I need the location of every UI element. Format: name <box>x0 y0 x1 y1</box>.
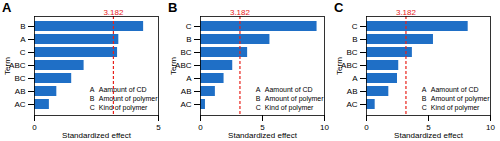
html-text:Aamount of CD: Aamount of CD <box>430 86 479 93</box>
html-text:B: B <box>255 95 261 102</box>
html-text:Kind of polymer: Kind of polymer <box>430 104 480 111</box>
svg-text:5: 5 <box>156 123 161 132</box>
html-text:B: B <box>421 95 427 102</box>
svg-text:Term: Term <box>335 57 344 75</box>
html-text:A: A <box>255 86 261 93</box>
html-text:C: C <box>89 104 95 111</box>
svg-text:0: 0 <box>198 123 203 132</box>
html-text:Aamount of CD: Aamount of CD <box>98 86 147 93</box>
svg-text:B: B <box>20 22 25 31</box>
svg-text:A: A <box>352 74 358 83</box>
svg-text:C: C <box>186 22 192 31</box>
html-text:A: A <box>2 0 12 15</box>
html-text:B: B <box>89 95 95 102</box>
svg-text:ABC: ABC <box>175 61 192 71</box>
svg-text:10: 10 <box>486 123 495 132</box>
svg-text:AC: AC <box>180 100 191 109</box>
html-text:C: C <box>255 104 261 111</box>
svg-text:BC: BC <box>180 48 191 57</box>
svg-text:BC: BC <box>346 48 357 57</box>
svg-text:10: 10 <box>320 123 329 132</box>
svg-text:3.182: 3.182 <box>103 8 124 17</box>
svg-text:Term: Term <box>3 57 12 75</box>
html-text:Amount of polymer: Amount of polymer <box>430 95 490 102</box>
svg-text:5: 5 <box>426 123 431 133</box>
svg-text:5: 5 <box>260 123 265 133</box>
svg-text:AC: AC <box>14 100 25 109</box>
html-text:B: B <box>168 0 178 15</box>
svg-text:ABC: ABC <box>9 61 26 71</box>
svg-text:AC: AC <box>346 100 357 109</box>
svg-text:A: A <box>20 35 26 44</box>
html-text:C: C <box>334 0 344 15</box>
svg-text:AB: AB <box>347 87 358 96</box>
html-text:Kind of polymer: Kind of polymer <box>264 104 314 111</box>
svg-text:Standardized effect: Standardized effect <box>228 131 298 140</box>
svg-text:BC: BC <box>14 74 25 83</box>
html-text:C: C <box>421 104 427 111</box>
html-text:Aamount of CD: Aamount of CD <box>264 86 313 93</box>
html-text:Amount of polymer: Amount of polymer <box>264 95 324 102</box>
svg-text:B: B <box>186 35 191 44</box>
svg-text:0: 0 <box>32 123 37 132</box>
svg-text:ABC: ABC <box>341 61 358 71</box>
svg-text:B: B <box>352 35 357 44</box>
svg-text:Standardized effect: Standardized effect <box>394 131 464 140</box>
svg-text:A: A <box>186 74 192 83</box>
svg-text:Term: Term <box>169 57 178 75</box>
svg-text:3.182: 3.182 <box>230 8 251 17</box>
html-text:A: A <box>421 86 427 93</box>
html-text:Amount of polymer: Amount of polymer <box>98 95 158 102</box>
svg-text:Standardized effect: Standardized effect <box>62 131 132 140</box>
svg-text:C: C <box>20 48 26 57</box>
svg-text:C: C <box>352 22 358 31</box>
svg-text:0: 0 <box>364 123 369 132</box>
html-text:A: A <box>89 86 95 93</box>
svg-text:AB: AB <box>181 87 192 96</box>
html-text:Kind of polymer: Kind of polymer <box>98 104 148 111</box>
svg-text:AB: AB <box>15 87 26 96</box>
svg-text:3.182: 3.182 <box>396 8 417 17</box>
